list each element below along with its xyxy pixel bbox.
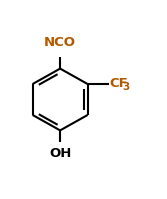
Text: CF: CF [109, 77, 128, 90]
Text: 3: 3 [122, 82, 129, 92]
Text: OH: OH [49, 147, 71, 160]
Text: NCO: NCO [44, 36, 76, 49]
